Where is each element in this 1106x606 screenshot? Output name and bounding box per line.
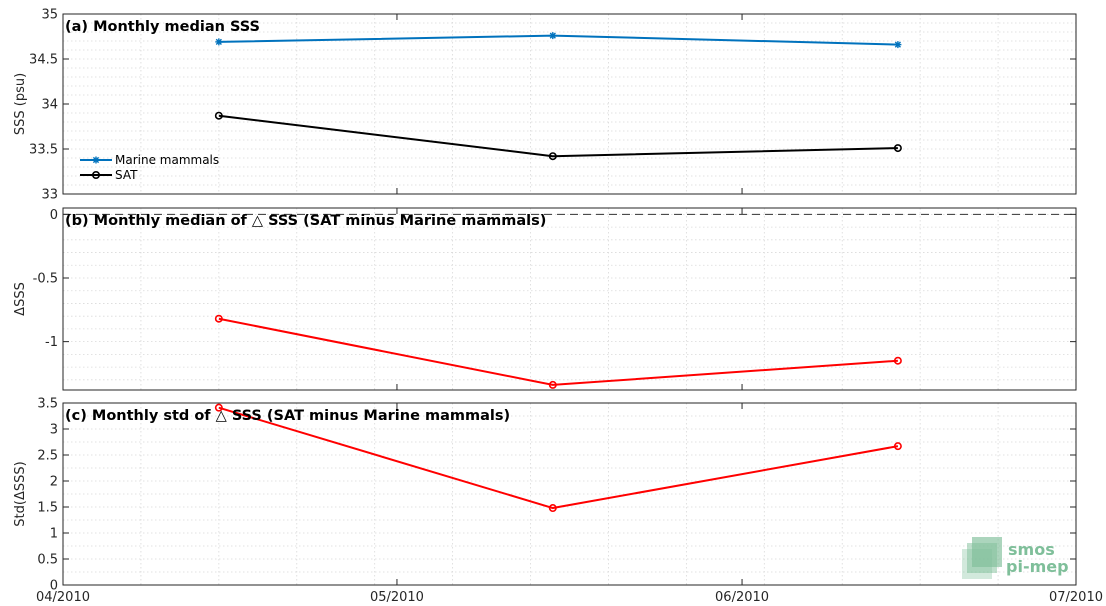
x-tick-label: 06/2010 [715, 590, 769, 605]
y-tick-label: 0 [50, 579, 58, 594]
series-0 [215, 32, 902, 49]
y-axis-label: SSS (psu) [13, 73, 28, 135]
y-tick-label: -1 [45, 335, 58, 350]
series-line [218, 34, 898, 46]
marker-stroke [215, 38, 222, 45]
panel-c: 0 0.5 1 1.5 2 2.5 3 3.5 04/2010 05/2010 06/2010 07/… [13, 397, 1103, 606]
data-point [893, 356, 902, 365]
panel-title: (a) Monthly median SSS [65, 19, 260, 35]
y-tick-label: 34.5 [29, 53, 58, 68]
data-point [548, 152, 557, 161]
y-tick-label: 33 [41, 188, 58, 203]
y-axis-label: ΔSSS [13, 282, 28, 316]
series-line [218, 114, 898, 158]
logo-line-1: smos [1008, 540, 1055, 559]
y-tick-label: 34 [41, 98, 58, 113]
y-axis-label: Std(ΔSSS) [13, 461, 28, 526]
logo-line-2: pi-mep [1006, 557, 1069, 576]
x-tick-label: 07/2010 [1049, 590, 1103, 605]
x-tick-label: 04/2010 [36, 590, 90, 605]
data-point [893, 442, 902, 451]
panel-title: (b) Monthly median of △ SSS (SAT minus M… [65, 213, 546, 229]
y-tick-label: 1.5 [37, 501, 58, 516]
axes-box [62, 402, 1077, 586]
y-tick-label: -0.5 [33, 272, 58, 287]
y-tick-label: 1 [50, 527, 58, 542]
y-tick-label: 0 [50, 208, 58, 223]
x-tick-label: 05/2010 [370, 590, 424, 605]
series-line [218, 406, 899, 510]
panel-b: -1 -0.5 0 ΔSSS (b) Monthly median of △ SSS (… [13, 207, 1077, 391]
y-tick-label: 3 [50, 423, 58, 438]
series-0 [214, 403, 902, 513]
y-tick-label: 2.5 [37, 449, 58, 464]
y-tick-label: 0.5 [37, 553, 58, 568]
y-tick-label: 3.5 [37, 397, 58, 412]
legend-label: SAT [115, 168, 138, 182]
data-point [894, 41, 902, 49]
panel-title: (c) Monthly std of △ SSS (SAT minus Mari… [65, 408, 510, 424]
legend-marker [92, 156, 100, 164]
logo-square [972, 537, 1002, 567]
y-tick-label: 33.5 [29, 143, 58, 158]
series-0 [214, 314, 902, 389]
y-tick-label: 35 [41, 8, 58, 23]
data-point [549, 32, 557, 40]
marker-stroke [549, 32, 556, 39]
axes-box [62, 207, 1077, 391]
data-point [548, 504, 557, 513]
marker-stroke [894, 41, 901, 48]
series-1 [214, 111, 902, 161]
data-point [214, 403, 223, 412]
data-point [214, 111, 223, 120]
panel-a: 33 33.5 34 34.5 35 SSS (psu) (a) Monthly media… [13, 8, 1077, 203]
data-point [893, 144, 902, 153]
legend-marker [92, 171, 101, 180]
series-line [218, 317, 898, 386]
data-point [548, 380, 557, 389]
data-point [215, 38, 223, 46]
data-point [214, 314, 223, 323]
y-tick-label: 2 [50, 475, 58, 490]
legend-label: Marine mammals [115, 153, 219, 167]
